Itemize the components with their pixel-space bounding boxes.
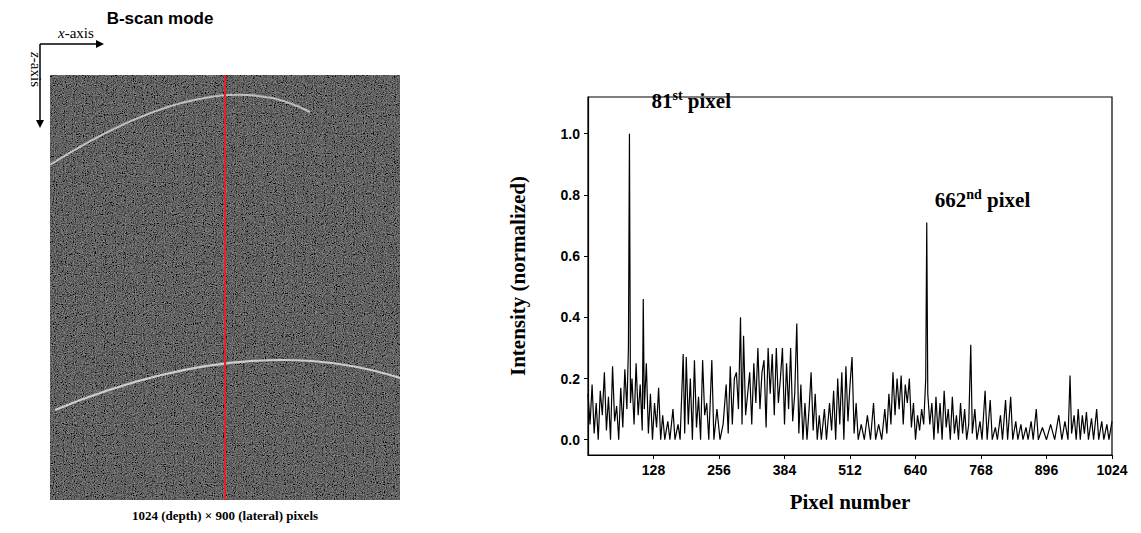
svg-text:1024: 1024 (1096, 462, 1127, 478)
svg-text:1024 (depth) × 900 (lateral) p: 1024 (depth) × 900 (lateral) pixels (132, 508, 318, 523)
svg-text:0.8: 0.8 (561, 187, 581, 203)
svg-text:896: 896 (1035, 462, 1059, 478)
svg-text:nd: nd (966, 187, 982, 202)
svg-text:0.0: 0.0 (561, 432, 581, 448)
svg-text:Intensity (normalized): Intensity (normalized) (506, 176, 530, 376)
svg-text:pixel: pixel (982, 188, 1031, 212)
svg-text:B-scan mode: B-scan mode (107, 9, 214, 28)
svg-text:Pixel number: Pixel number (790, 490, 911, 514)
svg-text:662: 662 (935, 188, 967, 212)
svg-text:0.6: 0.6 (561, 248, 581, 264)
svg-text:256: 256 (707, 462, 731, 478)
svg-text:128: 128 (642, 462, 666, 478)
svg-text:384: 384 (773, 462, 797, 478)
svg-text:1.0: 1.0 (561, 126, 581, 142)
svg-text:st: st (672, 88, 682, 103)
svg-text:768: 768 (969, 462, 993, 478)
svg-text:81: 81 (651, 89, 672, 113)
svg-text:0.4: 0.4 (561, 309, 581, 325)
svg-text:640: 640 (904, 462, 928, 478)
svg-text:pixel: pixel (683, 89, 732, 113)
svg-text:x-axis: x-axis (57, 25, 94, 41)
svg-text:z-axis: z-axis (28, 51, 44, 87)
svg-text:0.2: 0.2 (561, 371, 581, 387)
svg-text:512: 512 (838, 462, 862, 478)
